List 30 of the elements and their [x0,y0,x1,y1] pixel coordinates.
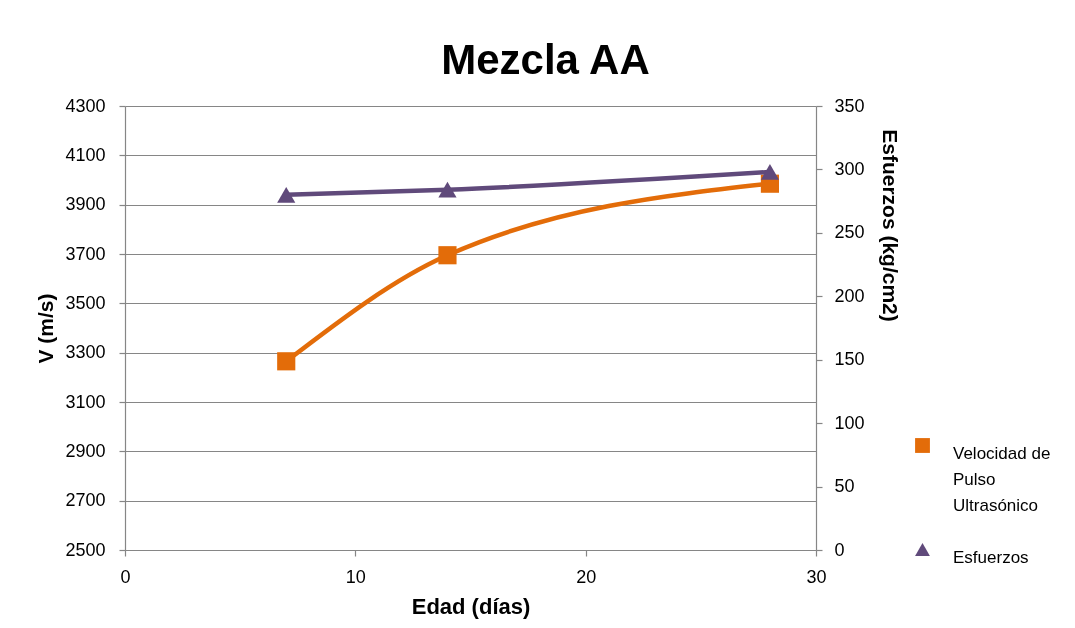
y-tick-label: 2500 [65,539,106,560]
y-tick-label: 3100 [65,391,106,412]
y-tick-label: 3700 [65,243,106,264]
y2-tick-label: 350 [834,95,865,116]
x-tick-label: 0 [120,566,131,587]
legend-label: Esfuerzos [953,547,1029,567]
legend-label: Velocidad de Pulso Ultrasónico [953,443,1051,515]
y2-tick-label: 0 [834,539,845,560]
y2-axis-title: Esfuerzos (kg/cm2) [878,129,902,322]
y-tick-label: 2700 [65,490,106,511]
y-tick-label: 3300 [65,342,106,363]
chart-title: Mezcla AA [441,36,650,83]
point [438,246,457,265]
y2-tick-label: 200 [834,285,865,306]
y-tick-label: 4300 [65,95,106,116]
y-tick-label: 4100 [65,144,106,165]
y2-tick-label: 150 [834,349,865,370]
y2-tick-label: 100 [834,412,865,433]
y2-tick-label: 250 [834,222,865,243]
x-axis-title: Edad (días) [411,593,531,619]
x-tick-label: 30 [806,566,827,587]
y2-tick-label: 50 [834,476,855,497]
y-tick-label: 3500 [65,292,106,313]
x-tick-label: 20 [576,566,597,587]
y-tick-label: 3900 [65,194,106,215]
y-axis-title: V (m/s) [34,293,58,364]
y2-tick-label: 300 [834,158,865,179]
point [277,352,296,371]
x-tick-label: 10 [345,566,366,587]
y-tick-label: 2900 [65,440,106,461]
